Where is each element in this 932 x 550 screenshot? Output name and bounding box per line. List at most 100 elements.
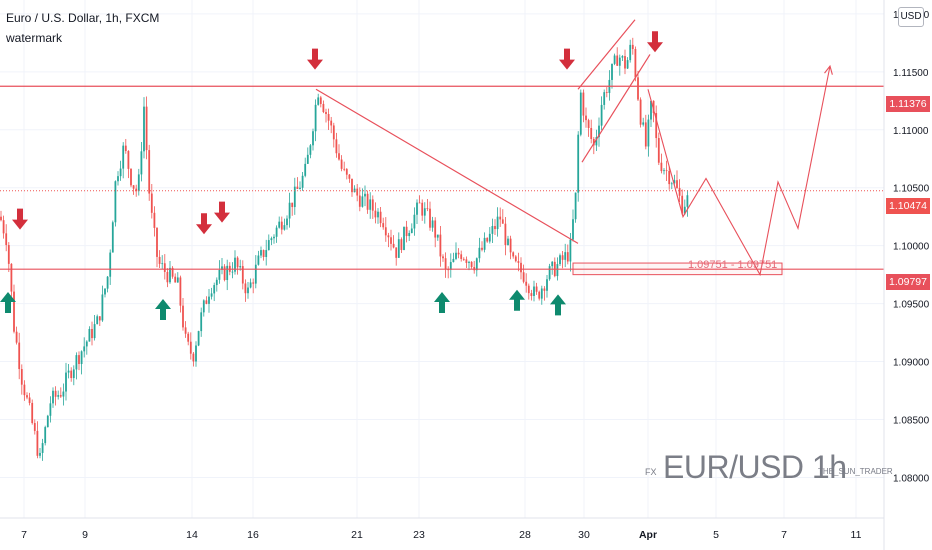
candle-body: [70, 370, 73, 379]
candle-body: [509, 238, 512, 253]
candle-body: [569, 239, 572, 262]
candle-body: [585, 115, 587, 121]
y-tick-label: 1.11000: [893, 126, 929, 137]
candle-body: [236, 257, 239, 268]
candle-body: [75, 355, 78, 370]
candle-body: [234, 257, 236, 272]
candle-body: [111, 222, 114, 253]
candle-body: [122, 145, 125, 169]
candle-body: [426, 208, 429, 210]
candle-body: [442, 256, 444, 259]
candle-body: [470, 261, 473, 268]
y-tick-label: 1.09000: [893, 358, 930, 369]
range-annotation: 1.09751 - 1.09751: [688, 259, 778, 271]
candle-body: [566, 252, 569, 262]
up-arrow-icon: [0, 292, 16, 314]
candle-body: [642, 122, 645, 125]
candle-body: [449, 262, 452, 270]
candle-body: [483, 237, 486, 250]
channel-upper-line: [577, 19, 636, 90]
candle-body: [348, 174, 351, 179]
candle-body: [218, 269, 221, 280]
candle-body: [192, 353, 195, 362]
candle-body: [36, 430, 39, 456]
candle-body: [15, 331, 18, 343]
candle-body: [603, 92, 606, 105]
candle-body: [0, 216, 2, 221]
candle-body: [408, 233, 411, 237]
y-tick-label: 1.10500: [893, 184, 930, 195]
candle-body: [88, 328, 91, 342]
candle-body: [400, 239, 403, 250]
candle-body: [494, 226, 496, 230]
candle-body: [143, 106, 145, 152]
candle-body: [551, 261, 554, 267]
candle-body: [46, 415, 49, 428]
current-price-label: 1.10474: [886, 198, 930, 214]
candle-body: [514, 256, 517, 262]
candle-body: [117, 176, 119, 182]
candle-body: [631, 44, 634, 50]
candle-body: [351, 178, 353, 193]
candle-body: [395, 247, 398, 258]
candle-body: [44, 427, 47, 444]
candle-body: [202, 300, 205, 313]
candle-body: [244, 283, 247, 294]
candle-body: [637, 77, 639, 100]
candle-body: [135, 188, 138, 192]
candle-body: [457, 252, 460, 255]
candle-body: [171, 267, 174, 277]
y-tick-label: 1.09500: [893, 300, 930, 311]
candle-body: [488, 233, 491, 242]
candle-body: [10, 263, 13, 292]
candle-body: [169, 267, 171, 283]
candle-body: [657, 138, 660, 163]
symbol-title[interactable]: Euro / U.S. Dollar, 1h, FXCM: [6, 11, 160, 25]
candle-body: [626, 60, 629, 69]
candle-body: [288, 202, 291, 219]
candle-body: [5, 233, 8, 246]
candle-body: [595, 137, 598, 146]
range-box: [572, 262, 783, 276]
candle-body: [145, 106, 148, 151]
currency-button[interactable]: USD: [898, 7, 924, 27]
candle-body: [223, 266, 226, 281]
candle-body: [91, 328, 93, 339]
candle-body: [231, 271, 234, 273]
candle-body: [465, 259, 468, 263]
candle-body: [200, 312, 203, 332]
candle-body: [52, 390, 54, 404]
candle-body: [187, 333, 190, 342]
candle-body: [574, 192, 577, 220]
candle-body: [504, 223, 507, 246]
candle-body: [41, 443, 44, 453]
candle-body: [124, 145, 127, 151]
candle-body: [23, 384, 26, 396]
candle-body: [478, 247, 481, 259]
candle-body: [374, 210, 377, 218]
candle-body: [182, 305, 184, 328]
candle-body: [127, 150, 130, 169]
candle-body: [39, 452, 41, 456]
candle-body: [98, 316, 101, 321]
candle-body: [343, 168, 346, 170]
candle-body: [114, 181, 117, 223]
candle-body: [572, 219, 574, 240]
candle-body: [267, 240, 270, 251]
up-arrow-icon: [434, 292, 450, 314]
candle-body: [587, 120, 590, 128]
candle-body: [683, 206, 686, 214]
candle-body: [306, 154, 309, 164]
x-tick-label: 9: [82, 529, 88, 541]
candle-body: [639, 99, 642, 125]
candle-body: [257, 255, 260, 265]
candle-body: [286, 218, 288, 226]
candle-body: [520, 262, 522, 273]
candle-body: [270, 238, 273, 241]
candle-body: [179, 277, 182, 306]
candle-body: [668, 170, 671, 185]
candle-body: [559, 255, 561, 265]
candle-body: [174, 276, 177, 283]
candle-body: [208, 296, 210, 304]
